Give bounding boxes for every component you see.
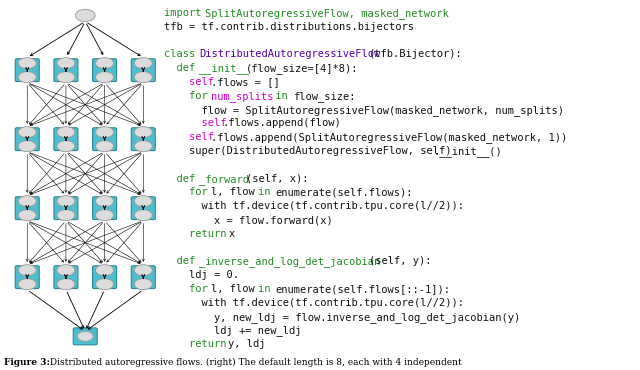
Circle shape [134,196,152,207]
Text: .flows.append(flow): .flows.append(flow) [222,118,341,128]
Text: _inverse_and_log_det_jacobian: _inverse_and_log_det_jacobian [199,256,380,268]
Circle shape [95,127,113,138]
Text: flow = SplitAutoregressiveFlow(masked_network, num_splits): flow = SplitAutoregressiveFlow(masked_ne… [164,105,564,115]
Text: return: return [164,339,232,349]
Text: def: def [164,63,202,73]
Text: (self, y):: (self, y): [369,256,431,266]
Text: num_splits: num_splits [211,91,273,102]
Circle shape [95,279,113,290]
Circle shape [57,210,75,221]
Text: class: class [164,50,202,60]
Text: self: self [164,118,227,128]
Circle shape [18,58,36,69]
Text: .flows.append(SplitAutoregressiveFlow(masked_network, 1)): .flows.append(SplitAutoregressiveFlow(ma… [211,132,567,143]
Text: l, flow: l, flow [211,284,260,294]
Text: def: def [164,256,202,266]
Text: in: in [257,284,276,294]
FancyBboxPatch shape [15,128,39,151]
Text: with tf.device(tf.contrib.tpu.core(l//2)):: with tf.device(tf.contrib.tpu.core(l//2)… [164,298,464,308]
Circle shape [95,141,113,152]
Text: x = flow.forward(x): x = flow.forward(x) [164,215,333,225]
Text: def: def [164,174,202,184]
Text: y, new_ldj = flow.inverse_and_log_det_jacobian(y): y, new_ldj = flow.inverse_and_log_det_ja… [164,312,520,323]
Circle shape [134,210,152,221]
FancyBboxPatch shape [131,59,156,81]
Circle shape [95,72,113,83]
FancyBboxPatch shape [15,266,39,289]
Circle shape [57,279,75,290]
Circle shape [134,72,152,83]
Text: l, flow: l, flow [211,188,260,198]
Text: Distributed autoregressive flows. (right) The default length is 8, each with 4 i: Distributed autoregressive flows. (right… [47,358,461,367]
Circle shape [57,196,75,207]
Text: .__init__(): .__init__() [433,146,502,157]
Text: (tfb.Bijector):: (tfb.Bijector): [369,50,463,60]
Text: _forward: _forward [199,174,249,185]
Circle shape [18,196,36,207]
FancyBboxPatch shape [73,328,97,345]
Circle shape [95,196,113,207]
Text: Figure 3:: Figure 3: [4,358,50,367]
Text: super(DistributedAutoregressiveFlow, self): super(DistributedAutoregressiveFlow, sel… [164,146,451,156]
Circle shape [134,279,152,290]
Circle shape [77,332,93,341]
Circle shape [134,58,152,69]
Text: enumerate(self.flows[::-1]):: enumerate(self.flows[::-1]): [275,284,450,294]
Circle shape [57,127,75,138]
FancyBboxPatch shape [54,128,78,151]
Text: (self, x):: (self, x): [246,174,308,184]
Text: in: in [257,188,276,198]
Text: (flow_size=[4]*8):: (flow_size=[4]*8): [246,63,358,74]
FancyBboxPatch shape [93,197,116,219]
FancyBboxPatch shape [54,266,78,289]
Text: SplitAutoregressiveFlow, masked_network: SplitAutoregressiveFlow, masked_network [205,8,449,19]
FancyBboxPatch shape [93,266,116,289]
FancyBboxPatch shape [15,197,39,219]
Text: self: self [164,77,214,87]
FancyBboxPatch shape [54,59,78,81]
Text: return: return [164,229,232,239]
Circle shape [134,265,152,276]
Circle shape [57,72,75,83]
Text: DistributedAutoregressiveFlow: DistributedAutoregressiveFlow [199,50,380,60]
FancyBboxPatch shape [15,59,39,81]
Text: self: self [164,132,214,142]
Circle shape [18,265,36,276]
FancyBboxPatch shape [93,128,116,151]
Text: for: for [164,188,214,198]
Circle shape [18,72,36,83]
Text: for: for [164,91,214,101]
FancyBboxPatch shape [93,59,116,81]
Text: tfb = tf.contrib.distributions.bijectors: tfb = tf.contrib.distributions.bijectors [164,22,414,32]
Circle shape [18,127,36,138]
Text: with tf.device(tf.contrib.tpu.core(l//2)):: with tf.device(tf.contrib.tpu.core(l//2)… [164,201,464,211]
Text: .flows = []: .flows = [] [211,77,280,87]
Circle shape [57,58,75,69]
Text: ldj = 0.: ldj = 0. [164,270,239,280]
Circle shape [18,141,36,152]
Text: y, ldj: y, ldj [228,339,266,349]
Circle shape [95,265,113,276]
Circle shape [76,9,95,21]
Text: x: x [228,229,234,239]
FancyBboxPatch shape [54,197,78,219]
Circle shape [95,210,113,221]
Text: in: in [269,91,294,101]
Circle shape [18,279,36,290]
Circle shape [18,210,36,221]
Circle shape [95,58,113,69]
Circle shape [57,265,75,276]
FancyBboxPatch shape [131,197,156,219]
Circle shape [57,141,75,152]
FancyBboxPatch shape [131,266,156,289]
Text: for: for [164,284,214,294]
Text: ldj += new_ldj: ldj += new_ldj [164,326,301,336]
Circle shape [134,141,152,152]
Circle shape [134,127,152,138]
Text: flow_size:: flow_size: [292,91,355,102]
FancyBboxPatch shape [131,128,156,151]
Text: import: import [164,8,207,18]
Text: __init__: __init__ [199,63,249,74]
Text: enumerate(self.flows):: enumerate(self.flows): [275,188,413,198]
